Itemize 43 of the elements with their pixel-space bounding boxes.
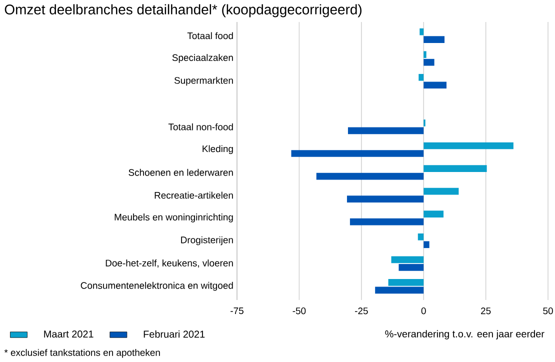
y-tick-label: Consumentenelektronica en witgoed — [80, 282, 233, 291]
y-tick-label: Totaal non-food — [168, 123, 233, 130]
y-tick-label: Doe-het-zelf, keukens, vloeren — [106, 260, 233, 268]
bar — [420, 28, 424, 36]
bar — [424, 165, 487, 172]
bar — [346, 196, 424, 202]
bar — [424, 188, 459, 195]
x-tick-label: 50 — [543, 308, 553, 314]
bar — [424, 210, 444, 218]
x-axis-title: %-verandering t.o.v. een jaar eerder — [385, 330, 544, 340]
bar — [424, 36, 445, 43]
text: * exclusief tankstations en apotheken — [4, 348, 160, 358]
x-tick-label: 25 — [481, 308, 491, 314]
bar — [348, 127, 424, 134]
bar — [424, 58, 434, 66]
bar — [391, 256, 424, 264]
bar — [424, 51, 426, 58]
bar — [291, 150, 424, 157]
bar — [424, 241, 430, 248]
legend-label: Februari 2021 — [144, 330, 205, 338]
y-tick-label: Meubels en woninginrichting — [114, 214, 233, 222]
bar — [424, 82, 447, 89]
bar — [424, 142, 514, 150]
y-tick-label: Drogisterijen — [181, 236, 233, 246]
bar — [418, 74, 424, 81]
chart-title: Omzet deelbranches detailhandel* (koopdaggecorrigeerd) — [4, 4, 362, 18]
bar — [316, 172, 424, 180]
legend-label: Maart 2021 — [44, 330, 94, 338]
bar — [398, 264, 424, 271]
bar — [388, 279, 424, 286]
y-tick-label: Schoenen en lederwaren — [128, 168, 233, 176]
x-tick-label: -50 — [292, 308, 306, 314]
bar — [375, 286, 424, 294]
bar — [418, 233, 424, 240]
y-tick-label: Totaal food — [187, 32, 233, 40]
x-tick-label: -75 — [230, 308, 244, 314]
y-tick-label: Supermarkten — [174, 76, 233, 86]
x-tick-label: 0 — [421, 308, 426, 314]
y-tick-label: Kleding — [202, 145, 233, 154]
bar — [350, 218, 424, 226]
y-tick-label: Recreatie-artikelen — [154, 192, 233, 199]
y-tick-label: Speciaalzaken — [172, 54, 233, 63]
x-tick-label: -25 — [354, 308, 368, 314]
